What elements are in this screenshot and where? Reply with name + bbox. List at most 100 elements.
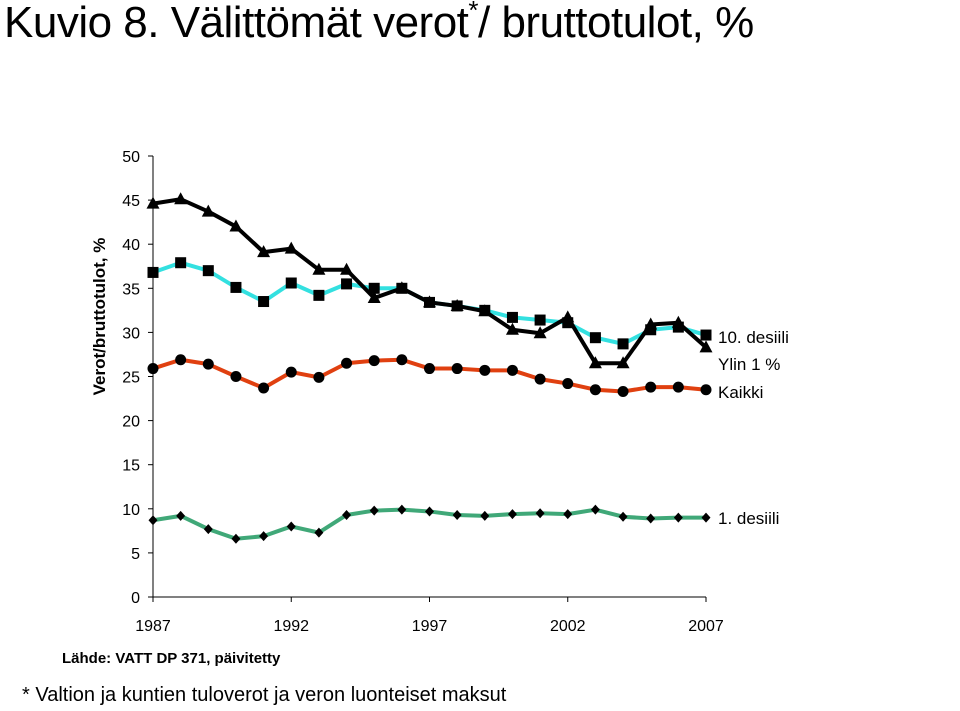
y-axis-label: Verot/bruttotulot, % (90, 238, 109, 396)
data-point (284, 241, 298, 254)
data-point (506, 311, 518, 323)
data-point (451, 363, 463, 375)
data-point (342, 509, 352, 520)
y-tick-label: 15 (122, 458, 140, 475)
data-point (202, 265, 214, 277)
data-point (314, 527, 324, 538)
data-point (563, 509, 573, 520)
series-label: Kaikki (718, 383, 763, 402)
series-label: 10. desiili (718, 328, 789, 347)
data-point (175, 354, 187, 366)
data-point (341, 357, 353, 369)
data-point (203, 524, 213, 535)
x-tick-label: 1997 (412, 618, 448, 635)
data-point (368, 282, 380, 294)
data-point (341, 278, 353, 290)
data-point (175, 257, 187, 269)
data-point (506, 364, 518, 376)
data-point (562, 378, 574, 390)
data-point (258, 382, 270, 394)
data-point (533, 326, 547, 339)
data-point (673, 512, 683, 523)
data-point (231, 533, 241, 544)
data-point (423, 295, 436, 308)
data-point (147, 266, 159, 278)
data-point (397, 504, 407, 515)
data-point (590, 504, 600, 515)
data-point (534, 373, 546, 385)
data-point (286, 521, 296, 532)
data-point (312, 262, 326, 275)
y-tick-label: 5 (131, 546, 140, 563)
data-point (480, 510, 490, 521)
x-tick-label: 2002 (550, 618, 586, 635)
data-point (562, 317, 574, 329)
title-main: Kuvio 8. Välittömät verot (4, 0, 469, 47)
data-point (229, 219, 243, 232)
data-point (588, 356, 602, 369)
series-label: 1. desiili (718, 509, 779, 528)
data-point (505, 322, 519, 335)
data-point (230, 371, 242, 382)
y-tick-label: 50 (122, 149, 140, 166)
data-point (174, 192, 188, 205)
data-point (259, 531, 269, 542)
data-point (699, 340, 713, 353)
data-point (367, 291, 381, 304)
y-tick-label: 35 (122, 281, 140, 298)
data-point (148, 515, 158, 526)
data-point (340, 262, 354, 275)
data-point (396, 354, 408, 366)
data-point (202, 358, 214, 370)
data-point (616, 356, 630, 369)
data-point (617, 385, 629, 397)
chart-title: Kuvio 8. Välittömät verot*/ bruttotulot,… (4, 0, 754, 48)
data-point (285, 277, 297, 289)
data-point (313, 289, 325, 301)
data-point (671, 315, 685, 328)
data-point (672, 381, 684, 393)
y-tick-label: 30 (122, 325, 140, 342)
data-point (701, 512, 711, 523)
data-point (230, 281, 242, 293)
data-point (535, 508, 545, 519)
y-tick-label: 10 (122, 502, 140, 519)
data-point (450, 298, 464, 311)
data-point (285, 366, 297, 378)
data-point (646, 513, 656, 524)
data-point (424, 363, 435, 375)
data-point (257, 245, 271, 258)
source-note: Lähde: VATT DP 371, päivitetty (62, 650, 281, 667)
data-point (201, 204, 215, 217)
y-tick-label: 20 (122, 414, 140, 431)
data-point (313, 371, 325, 383)
x-tick-label: 1992 (273, 618, 309, 635)
data-point (258, 296, 270, 308)
data-point (645, 381, 657, 393)
series-label: Ylin 1 % (718, 355, 780, 374)
data-point (589, 384, 601, 396)
data-point (395, 281, 409, 294)
data-point (534, 314, 546, 326)
data-point (176, 510, 186, 521)
data-point (369, 505, 379, 516)
data-point (617, 338, 629, 350)
data-point (700, 384, 712, 396)
data-point (478, 304, 492, 317)
data-point (479, 364, 491, 376)
data-point (644, 317, 658, 330)
data-point (507, 509, 517, 520)
data-point (368, 355, 380, 367)
y-tick-label: 40 (122, 237, 140, 254)
data-point (589, 332, 601, 344)
y-tick-label: 45 (122, 193, 140, 210)
x-tick-label: 2007 (688, 618, 724, 635)
y-tick-label: 25 (122, 370, 140, 387)
title-asterisk: * (468, 0, 479, 25)
data-point (618, 511, 628, 522)
title-tail: / bruttotulot, % (478, 0, 754, 47)
x-tick-label: 1987 (135, 618, 171, 635)
footnote: * Valtion ja kuntien tuloverot ja veron … (22, 684, 507, 706)
data-point (561, 310, 575, 323)
